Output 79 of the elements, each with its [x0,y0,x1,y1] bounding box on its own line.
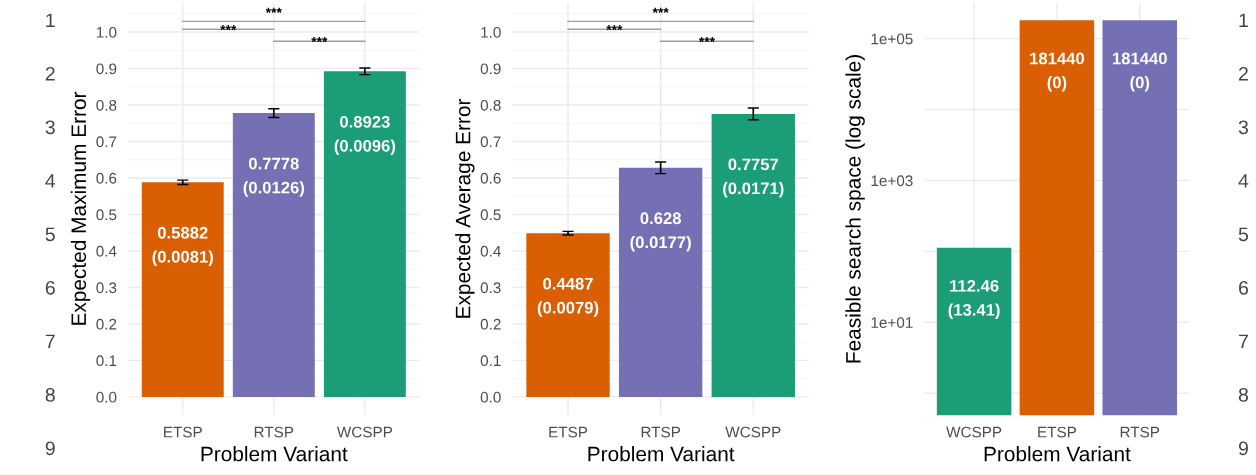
y-tick-label: 0.8 [96,99,117,111]
bar [526,233,610,397]
bar [323,71,406,397]
y-tick-label: 0.5 [96,209,117,221]
x-axis-title: Problem Variant [588,446,735,462]
data-label: 181440 (0) [1112,52,1167,92]
data-label: 0.7757 (0.0171) [723,158,784,198]
data-label: 0.8923 (0.0096) [334,115,396,156]
y-tick-label: 0.3 [480,282,501,294]
text: 9 [1238,441,1248,456]
y-tick-label: 0.8 [480,99,501,111]
y-tick-label: 1e+03 [871,175,913,187]
text: 6 [45,280,55,295]
x-tick-label: RTSP [254,426,294,438]
y-tick-label: 0.4 [480,245,501,257]
text: 1 [46,13,55,28]
y-tick-label: 1.0 [96,26,117,38]
bar [711,113,795,397]
data-label: 0.7778 (0.0126) [243,157,305,197]
x-axis-title: Problem Variant [984,446,1131,462]
annotation: *** [606,25,623,31]
y-tick-label: 0.9 [480,63,501,75]
text: 7 [1239,334,1248,349]
text: 5 [1238,227,1249,242]
text: 6 [1239,280,1248,295]
data-label: 0.5882 (0.0081) [152,226,213,266]
bar [618,167,703,397]
x-tick-label: ETSP [549,426,588,438]
y-tick-label: 0.7 [480,136,501,148]
data-label: 0.628 (0.0177) [630,212,691,252]
text: 3 [1238,120,1248,135]
bar [232,113,315,397]
text: 5 [45,227,55,242]
y-tick-label: 1e+05 [871,33,913,45]
y-tick-label: 0.6 [480,172,501,184]
x-tick-label: WCSPP [725,426,781,438]
annotation: *** [698,37,716,43]
y-tick-label: 1e+01 [871,317,913,328]
x-axis-title: Problem Variant [201,446,348,462]
text: 3 [45,120,55,135]
y-tick-label: 0.3 [96,282,117,294]
x-tick-label: RTSP [641,426,681,438]
y-axis-title: Expected Maximum Error [70,91,91,325]
text: 8 [1238,387,1248,402]
x-tick-label: WCSPP [336,426,393,438]
y-tick-label: 0.5 [480,209,501,221]
data-label: 0.4487 (0.0079) [537,277,599,317]
y-axis-title: Feasible search space (log scale) [845,55,865,363]
annotation: *** [652,7,669,13]
y-tick-label: 0.1 [480,355,501,367]
y-tick-label: 0.4 [96,245,117,257]
y-axis-title: Expected Average Error [455,98,475,318]
text: 9 [45,441,55,456]
y-tick-label: 0.0 [96,391,117,403]
data-label: 181440 (0) [1030,52,1085,92]
text: 4 [45,174,56,188]
annotation: *** [265,7,282,13]
x-tick-label: ETSP [1038,426,1077,438]
y-tick-label: 0.2 [96,318,117,330]
y-tick-label: 0.6 [96,172,117,184]
x-tick-label: ETSP [164,426,202,438]
annotation: *** [311,37,328,43]
text: 8 [45,387,55,402]
annotation: *** [220,25,237,31]
x-tick-label: RTSP [1120,426,1160,438]
text: 2 [45,66,55,81]
y-tick-label: 0.2 [480,318,501,330]
text: 7 [45,334,55,349]
text: 1 [1239,13,1248,28]
text: 2 [1239,66,1248,81]
y-tick-label: 0.7 [96,136,117,148]
y-tick-label: 0.9 [96,63,117,75]
text: 4 [1238,174,1249,188]
bar [141,182,224,397]
y-tick-label: 0.1 [96,355,117,367]
data-label: 112.46 (13.41) [948,279,1000,320]
x-tick-label: WCSPP [946,426,1002,438]
y-tick-label: 0.0 [480,391,501,403]
y-tick-label: 1.0 [481,26,501,38]
